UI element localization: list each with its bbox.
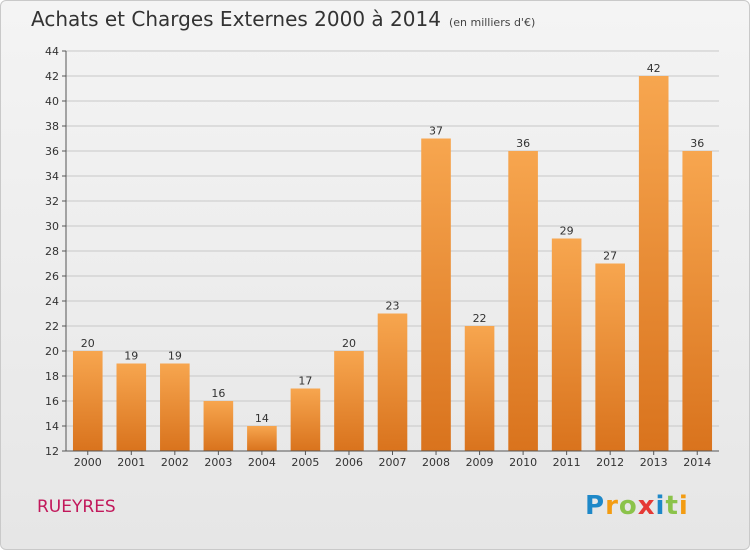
bar-2014: [682, 151, 713, 451]
value-label-2010: 36: [516, 137, 530, 150]
x-tick-label-2008: 2008: [422, 456, 450, 469]
x-tick-label-2002: 2002: [161, 456, 189, 469]
bar-2007: [377, 313, 408, 451]
chart-subtitle: (en milliers d'€): [448, 16, 536, 29]
value-label-2013: 42: [647, 62, 661, 75]
x-tick-label-2010: 2010: [509, 456, 537, 469]
value-label-2004: 14: [255, 412, 269, 425]
x-tick-label-2005: 2005: [291, 456, 319, 469]
y-tick-label: 24: [45, 295, 59, 308]
x-tick-label-2003: 2003: [204, 456, 232, 469]
y-tick-label: 34: [45, 170, 59, 183]
bar-2008: [421, 138, 451, 451]
bar-2005: [290, 388, 321, 451]
bar-2013: [638, 76, 669, 451]
bar-2011: [551, 238, 582, 451]
value-label-2014: 36: [690, 137, 704, 150]
y-tick-label: 36: [45, 145, 59, 158]
bar-2006: [334, 351, 364, 451]
y-tick-label: 42: [45, 70, 59, 83]
value-label-2002: 19: [168, 350, 182, 363]
x-tick-label-2012: 2012: [596, 456, 624, 469]
x-tick-label-2013: 2013: [640, 456, 668, 469]
x-tick-label-2009: 2009: [466, 456, 494, 469]
chart-title-text: Achats et Charges Externes 2000 à 2014: [31, 7, 441, 31]
value-label-2001: 19: [124, 350, 138, 363]
y-tick-label: 14: [45, 420, 59, 433]
x-tick-label-2004: 2004: [248, 456, 276, 469]
bar-2009: [464, 326, 495, 451]
bar-2000: [72, 351, 103, 451]
proxiti-logo: Proxiti: [585, 491, 689, 521]
y-tick-label: 44: [45, 45, 59, 58]
value-label-2005: 17: [298, 375, 312, 388]
value-label-2006: 20: [342, 337, 356, 350]
y-tick-label: 40: [45, 95, 59, 108]
x-tick-label-2001: 2001: [117, 456, 145, 469]
value-label-2009: 22: [473, 312, 487, 325]
axes: [62, 50, 719, 455]
value-label-2011: 29: [560, 225, 574, 238]
y-tick-label: 26: [45, 270, 59, 283]
y-tick-label: 20: [45, 345, 59, 358]
x-tick-label-2014: 2014: [683, 456, 711, 469]
x-tick-label-2006: 2006: [335, 456, 363, 469]
bar-2010: [508, 151, 538, 451]
place-name: RUEYRES: [37, 497, 116, 517]
y-tick-label: 32: [45, 195, 59, 208]
bars: [72, 76, 713, 451]
chart-title: Achats et Charges Externes 2000 à 2014 (e…: [31, 7, 535, 31]
y-tick-label: 16: [45, 395, 59, 408]
y-tick-label: 38: [45, 120, 59, 133]
value-label-2000: 20: [81, 337, 95, 350]
x-tick-label-2000: 2000: [74, 456, 102, 469]
value-label-2008: 37: [429, 125, 443, 138]
value-label-2003: 16: [211, 387, 225, 400]
bar-2012: [595, 263, 625, 451]
bar-2003: [203, 401, 234, 451]
y-tick-label: 12: [45, 445, 59, 458]
y-tick-label: 28: [45, 245, 59, 258]
y-tick-label: 22: [45, 320, 59, 333]
x-tick-label-2007: 2007: [379, 456, 407, 469]
value-label-2007: 23: [386, 300, 400, 313]
bar-2002: [160, 363, 190, 451]
bar-2001: [116, 363, 147, 451]
bar-2004: [247, 426, 277, 451]
y-tick-label: 18: [45, 370, 59, 383]
value-label-2012: 27: [603, 250, 617, 263]
labels: 12 14 16 18 20 22 24 26 28 30 32 34 36 38 40 42 44 20 2000…: [45, 45, 711, 469]
x-tick-label-2011: 2011: [553, 456, 581, 469]
y-tick-label: 30: [45, 220, 59, 233]
